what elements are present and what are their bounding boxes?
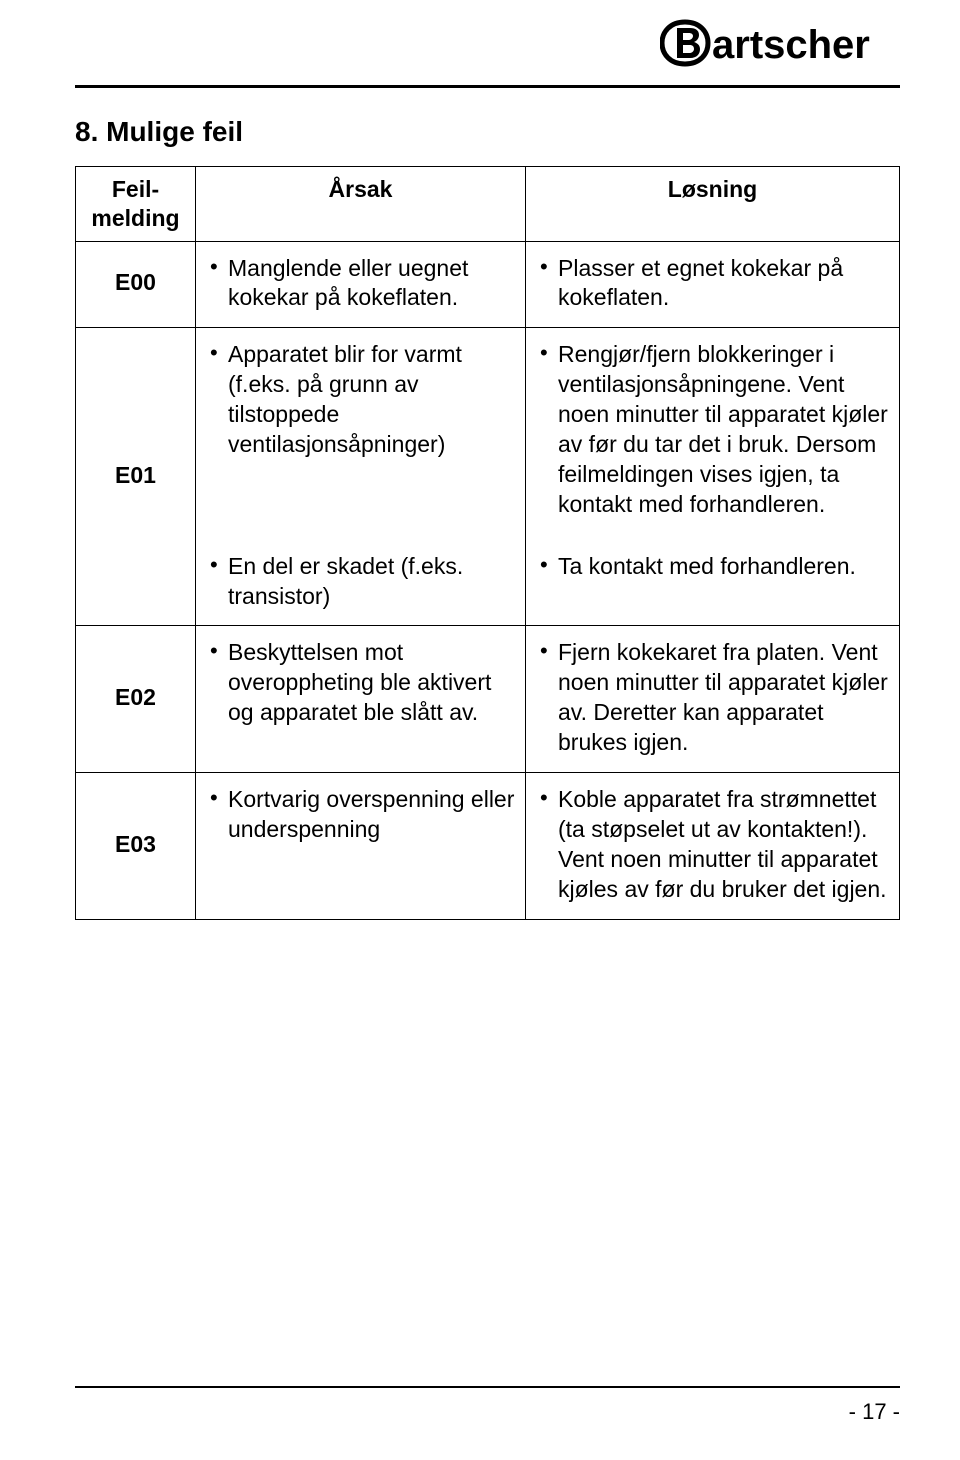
error-code: E00 bbox=[76, 241, 196, 328]
cause-cell: Kortvarig overspenning eller underspenni… bbox=[196, 772, 526, 919]
solution-item: Rengjør/fjern blokkeringer i ventilasjon… bbox=[536, 340, 889, 519]
error-code: E03 bbox=[76, 772, 196, 919]
table-row: En del er skadet (f.eks. transistor) Ta … bbox=[76, 534, 900, 626]
cause-cell: Manglende eller uegnet kokekar på kokefl… bbox=[196, 241, 526, 328]
header-rule bbox=[75, 85, 900, 88]
cause-cell: Beskyttelsen mot overoppheting ble aktiv… bbox=[196, 626, 526, 773]
cause-cell: Apparatet blir for varmt (f.eks. på grun… bbox=[196, 328, 526, 534]
solution-cell: Ta kontakt med forhandleren. bbox=[526, 534, 900, 626]
cause-cell: En del er skadet (f.eks. transistor) bbox=[196, 534, 526, 626]
table-row: E00 Manglende eller uegnet kokekar på ko… bbox=[76, 241, 900, 328]
cause-item: Manglende eller uegnet kokekar på kokefl… bbox=[206, 254, 515, 314]
solution-item: Fjern kokekaret fra platen. Vent noen mi… bbox=[536, 638, 889, 758]
header-arsak: Årsak bbox=[196, 167, 526, 242]
table-row: E03 Kortvarig overspenning eller undersp… bbox=[76, 772, 900, 919]
cause-item: Kortvarig overspenning eller underspenni… bbox=[206, 785, 515, 845]
solution-cell: Koble apparatet fra strømnettet (ta støp… bbox=[526, 772, 900, 919]
error-code: E02 bbox=[76, 626, 196, 773]
table-row: E01 Apparatet blir for varmt (f.eks. på … bbox=[76, 328, 900, 534]
cause-item: Beskyttelsen mot overoppheting ble aktiv… bbox=[206, 638, 515, 728]
footer-rule bbox=[75, 1386, 900, 1388]
solution-cell: Rengjør/fjern blokkeringer i ventilasjon… bbox=[526, 328, 900, 534]
header-feilmelding: Feil- melding bbox=[76, 167, 196, 242]
section-title: 8. Mulige feil bbox=[75, 116, 900, 148]
solution-item: Koble apparatet fra strømnettet (ta støp… bbox=[536, 785, 889, 905]
solution-item: Plasser et egnet kokekar på kokeflaten. bbox=[536, 254, 889, 314]
error-code: E01 bbox=[76, 328, 196, 626]
cause-item: En del er skadet (f.eks. transistor) bbox=[206, 552, 515, 612]
page-number: - 17 - bbox=[849, 1399, 900, 1425]
logo-text: artscher bbox=[712, 23, 870, 67]
header-losning: Løsning bbox=[526, 167, 900, 242]
solution-cell: Plasser et egnet kokekar på kokeflaten. bbox=[526, 241, 900, 328]
error-table: Feil- melding Årsak Løsning E00 Manglend… bbox=[75, 166, 900, 920]
solution-cell: Fjern kokekaret fra platen. Vent noen mi… bbox=[526, 626, 900, 773]
cause-item: Apparatet blir for varmt (f.eks. på grun… bbox=[206, 340, 515, 460]
solution-item: Ta kontakt med forhandleren. bbox=[536, 552, 889, 582]
bartscher-logo-icon: artscher bbox=[660, 18, 900, 68]
brand-logo: artscher bbox=[660, 18, 900, 68]
table-header-row: Feil- melding Årsak Løsning bbox=[76, 167, 900, 242]
table-row: E02 Beskyttelsen mot overoppheting ble a… bbox=[76, 626, 900, 773]
